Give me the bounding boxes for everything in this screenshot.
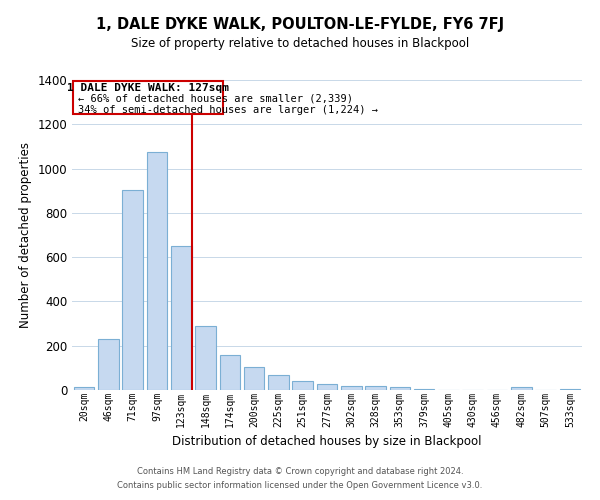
Bar	[414, 389, 434, 390]
Bar	[74, 386, 94, 390]
Bar	[98, 339, 119, 390]
Bar	[122, 190, 143, 390]
Text: 1, DALE DYKE WALK, POULTON-LE-FYLDE, FY6 7FJ: 1, DALE DYKE WALK, POULTON-LE-FYLDE, FY6…	[96, 18, 504, 32]
Text: Size of property relative to detached houses in Blackpool: Size of property relative to detached ho…	[131, 38, 469, 51]
Bar	[292, 381, 313, 390]
Bar	[146, 152, 167, 390]
Y-axis label: Number of detached properties: Number of detached properties	[19, 142, 32, 328]
Bar	[341, 386, 362, 390]
Bar	[244, 367, 265, 390]
Text: 34% of semi-detached houses are larger (1,224) →: 34% of semi-detached houses are larger (…	[79, 105, 379, 115]
Bar	[511, 388, 532, 390]
Bar	[389, 386, 410, 390]
Text: 1 DALE DYKE WALK: 127sqm: 1 DALE DYKE WALK: 127sqm	[67, 82, 229, 92]
Text: Contains public sector information licensed under the Open Government Licence v3: Contains public sector information licen…	[118, 481, 482, 490]
X-axis label: Distribution of detached houses by size in Blackpool: Distribution of detached houses by size …	[172, 435, 482, 448]
Bar	[195, 326, 216, 390]
FancyBboxPatch shape	[73, 81, 223, 114]
Bar	[268, 374, 289, 390]
Text: ← 66% of detached houses are smaller (2,339): ← 66% of detached houses are smaller (2,…	[79, 94, 353, 104]
Bar	[365, 386, 386, 390]
Bar	[171, 246, 191, 390]
Bar	[317, 384, 337, 390]
Text: Contains HM Land Registry data © Crown copyright and database right 2024.: Contains HM Land Registry data © Crown c…	[137, 467, 463, 476]
Bar	[560, 389, 580, 390]
Bar	[220, 354, 240, 390]
